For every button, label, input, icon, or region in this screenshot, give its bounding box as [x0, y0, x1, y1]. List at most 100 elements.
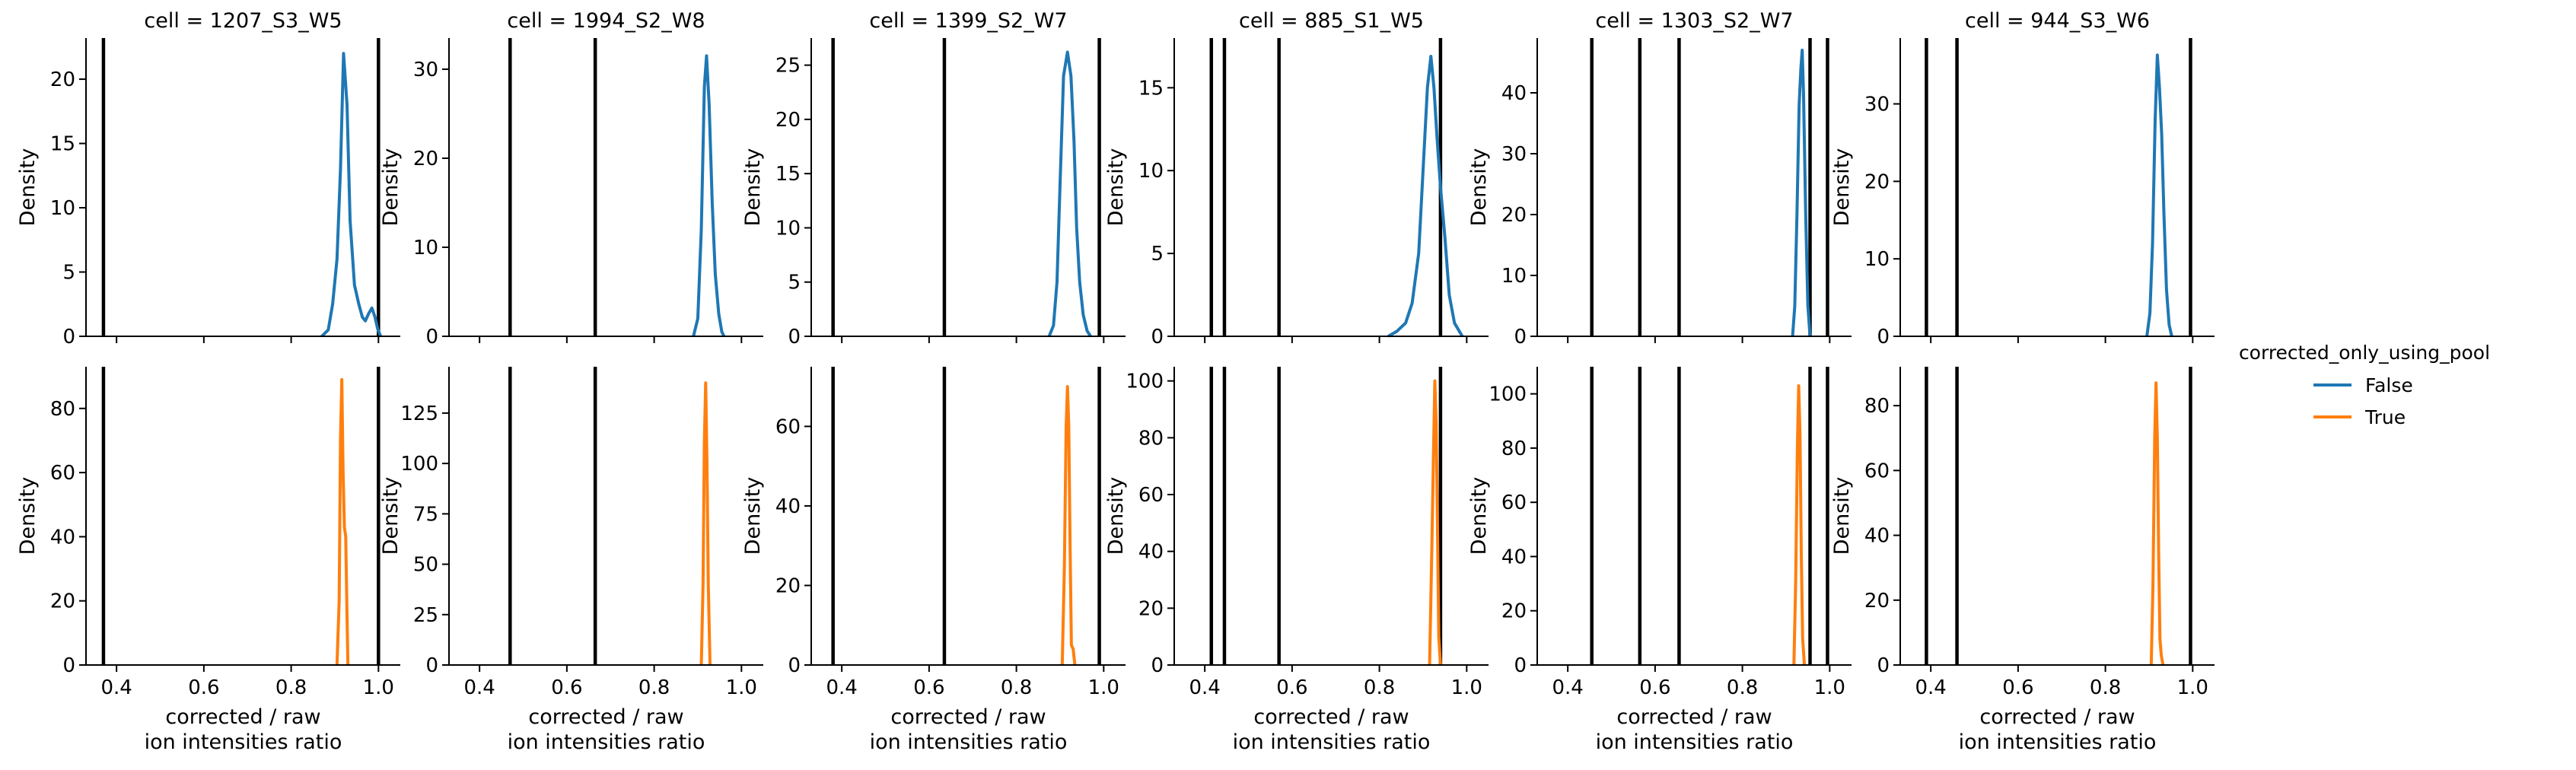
y-tick-label: 100 — [1126, 371, 1164, 393]
y-tick-label: 100 — [1489, 383, 1527, 406]
y-tick-label: 25 — [413, 604, 438, 627]
y-tick-label: 20 — [1501, 600, 1527, 623]
x-tick-label: 1.0 — [1814, 676, 1845, 699]
density-curve-false — [1387, 54, 1464, 338]
facet-title: cell = 1303_S2_W7 — [1595, 9, 1793, 33]
facet-panel: 0 10 20 30 Density — [1830, 38, 2215, 348]
x-tick-label: 0.6 — [1276, 676, 1307, 699]
y-tick-label: 15 — [50, 133, 75, 156]
density-curve-true — [699, 381, 712, 666]
y-tick-label: 0 — [788, 326, 801, 348]
y-tick-label: 10 — [775, 217, 801, 240]
legend-title: corrected_only_using_pool — [2239, 342, 2490, 364]
y-tick-label: 20 — [775, 109, 801, 132]
density-curve-false — [1047, 50, 1092, 338]
y-tick-label: 60 — [1501, 492, 1527, 514]
y-tick-label: 80 — [1138, 427, 1164, 450]
y-tick-label: 10 — [1864, 248, 1890, 271]
y-tick-label: 40 — [1501, 546, 1527, 568]
x-axis-label: corrected / raw ion intensities ratio — [508, 705, 705, 754]
y-tick-label: 10 — [50, 197, 75, 220]
y-tick-label: 10 — [413, 237, 438, 259]
x-tick-label: 0.6 — [551, 676, 582, 699]
y-tick-label: 20 — [1864, 590, 1890, 612]
x-axis-label: corrected / raw ion intensities ratio — [1233, 705, 1431, 754]
x-tick-label: 0.4 — [100, 676, 132, 699]
y-tick-label: 0 — [425, 326, 438, 348]
y-tick-label: 15 — [1138, 77, 1164, 100]
density-curve-true — [1792, 383, 1807, 666]
y-axis-label: Density — [16, 148, 40, 227]
x-tick-label: 0.8 — [2090, 676, 2121, 699]
legend-entry-false: False — [2313, 374, 2413, 396]
y-tick-label: 0 — [1514, 654, 1527, 677]
y-tick-label: 40 — [1864, 525, 1890, 548]
x-tick-label: 0.6 — [188, 676, 219, 699]
density-curve-true — [1060, 385, 1077, 666]
y-tick-label: 40 — [1138, 541, 1164, 564]
facet-title: cell = 944_S3_W6 — [1965, 9, 2150, 33]
y-axis-label: Density — [1830, 148, 1854, 227]
y-tick-label: 0 — [62, 654, 75, 677]
facet-panel: 0 20 40 60 Density 0.4 0.6 0.8 1.0 corrected / ra… — [741, 367, 1126, 754]
legend-label: True — [2364, 406, 2406, 428]
y-tick-label: 20 — [50, 68, 75, 91]
x-tick-label: 1.0 — [726, 676, 757, 699]
y-tick-label: 15 — [775, 163, 801, 186]
facet-column: cell = 1399_S2_W7 0 5 10 15 20 25 Density 0 20 40 6… — [741, 9, 1126, 754]
facet-panel: 0 5 10 15 20 25 Density — [741, 38, 1126, 348]
facet-panel: 0 20 40 60 80 100 Density 0.4 0.6 0.8 1.0 corrected… — [1104, 367, 1489, 754]
y-tick-label: 60 — [1864, 460, 1890, 482]
facet-panel: 0 5 10 15 Density — [1104, 38, 1489, 348]
y-axis-label: Density — [1467, 477, 1491, 555]
facet-panel: 0 20 40 60 80 Density 0.4 0.6 0.8 1.0 corrected / … — [16, 367, 400, 754]
y-tick-label: 60 — [775, 415, 801, 438]
facet-title: cell = 1399_S2_W7 — [869, 9, 1067, 33]
x-tick-label: 1.0 — [1088, 676, 1119, 699]
facet-panel: 0 20 40 60 80 100 Density 0.4 0.6 0.8 1.0 corrected… — [1467, 367, 1852, 754]
x-tick-label: 0.4 — [1189, 676, 1220, 699]
y-axis-label: Density — [1104, 477, 1128, 555]
x-tick-label: 0.6 — [2002, 676, 2033, 699]
facet-column: cell = 885_S1_W5 0 5 10 15 Density 0 20 40 60 80 10… — [1104, 9, 1489, 754]
x-tick-label: 1.0 — [2177, 676, 2208, 699]
x-tick-label: 0.8 — [1001, 676, 1032, 699]
x-tick-label: 0.8 — [1727, 676, 1758, 699]
y-axis-label: Density — [379, 477, 403, 555]
y-tick-label: 20 — [1138, 597, 1164, 620]
x-axis-label: corrected / raw ion intensities ratio — [870, 705, 1068, 754]
y-axis-label: Density — [16, 477, 40, 555]
x-tick-label: 1.0 — [1451, 676, 1482, 699]
facet-panel: 0 25 50 75 100 125 Density 0.4 0.6 0.8 1.0 correcte… — [379, 367, 763, 754]
x-tick-label: 0.6 — [913, 676, 944, 699]
x-tick-label: 1.0 — [363, 676, 394, 699]
facet-column: cell = 1303_S2_W7 0 10 20 30 40 Density 0 20 40 60… — [1467, 9, 1852, 754]
y-tick-label: 5 — [1151, 243, 1164, 266]
x-axis-label: corrected / raw ion intensities ratio — [1596, 705, 1794, 754]
x-tick-label: 0.4 — [1915, 676, 1946, 699]
x-tick-label: 0.6 — [1639, 676, 1670, 699]
y-tick-label: 60 — [1138, 484, 1164, 507]
y-tick-label: 30 — [413, 59, 438, 81]
y-tick-label: 5 — [62, 262, 75, 285]
y-tick-label: 20 — [1501, 204, 1527, 227]
y-tick-label: 40 — [1501, 82, 1527, 105]
legend-label: False — [2365, 374, 2413, 396]
y-tick-label: 30 — [1501, 143, 1527, 166]
y-tick-label: 40 — [775, 495, 801, 518]
y-axis-label: Density — [741, 477, 765, 555]
y-tick-label: 10 — [1138, 160, 1164, 183]
y-tick-label: 0 — [1877, 326, 1890, 348]
y-tick-label: 100 — [400, 453, 438, 476]
y-tick-label: 40 — [50, 526, 75, 549]
y-axis-label: Density — [741, 148, 765, 227]
y-tick-label: 75 — [413, 503, 438, 526]
facet-title: cell = 1207_S3_W5 — [144, 9, 342, 33]
density-curve-false — [2145, 53, 2173, 337]
facet-column: cell = 1994_S2_W8 0 10 20 30 Density 0 25 50 75 10… — [379, 9, 763, 754]
x-tick-label: 0.8 — [638, 676, 670, 699]
y-tick-label: 10 — [1501, 265, 1527, 288]
y-axis-label: Density — [1830, 477, 1854, 555]
